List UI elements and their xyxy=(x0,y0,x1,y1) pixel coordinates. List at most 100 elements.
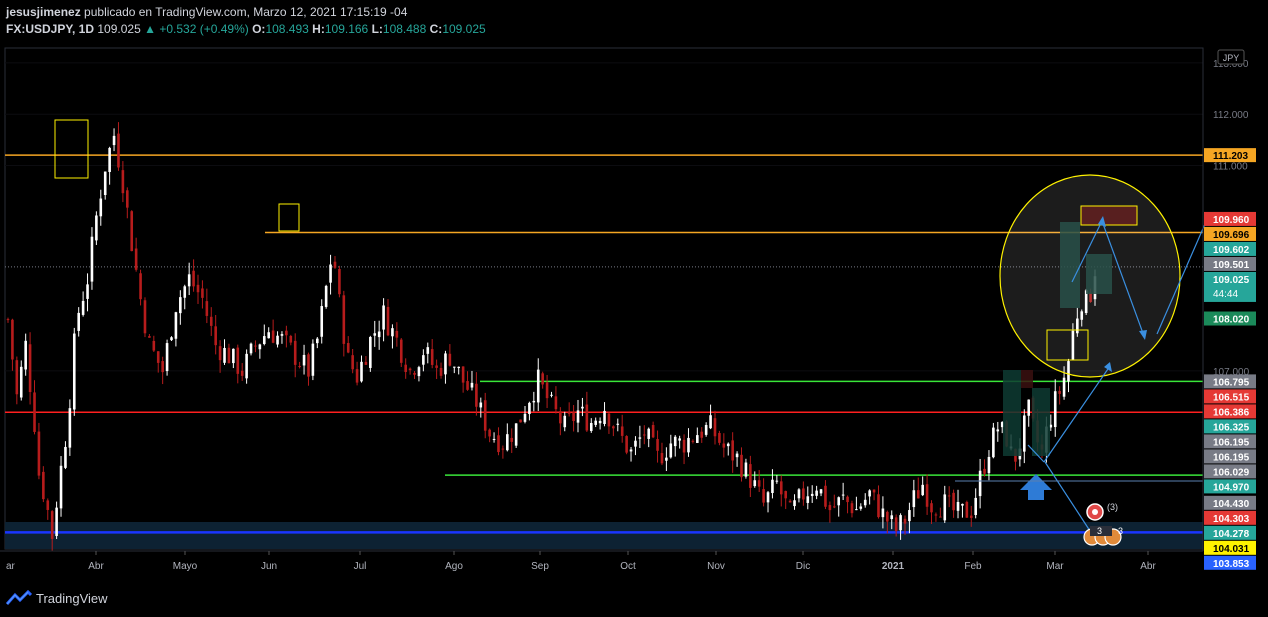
candle-body xyxy=(779,481,783,495)
candle-body xyxy=(223,347,226,363)
candle-body xyxy=(506,434,509,451)
time-tick-label: Jul xyxy=(354,561,367,572)
candle-body xyxy=(333,261,337,268)
open-label: O: xyxy=(252,22,266,36)
candle-body xyxy=(943,494,947,521)
time-tick-label: 2021 xyxy=(882,561,905,572)
price-tick-label: 111.000 xyxy=(1213,162,1248,173)
candle-body xyxy=(947,495,951,497)
price-label-tag xyxy=(1204,311,1256,326)
candle-body xyxy=(302,354,306,366)
top-marker-box-2 xyxy=(278,203,300,232)
candle-body xyxy=(682,439,686,453)
candle-body xyxy=(232,348,235,364)
candle-body xyxy=(519,419,522,423)
candle-body xyxy=(996,429,1000,432)
author-name: jesusjimenez xyxy=(6,5,81,19)
candle-body xyxy=(501,448,505,450)
candle-body xyxy=(161,361,164,373)
tradingview-logo[interactable]: TradingView xyxy=(6,590,108,606)
candle-body xyxy=(863,499,867,506)
candle-body xyxy=(466,381,469,390)
candle-body xyxy=(581,406,584,409)
grid xyxy=(5,62,1203,372)
candle-body xyxy=(227,347,231,364)
candle-body xyxy=(81,300,85,315)
breakout-marker-box xyxy=(1046,329,1089,361)
price-label-tag xyxy=(1204,211,1256,226)
candle-body xyxy=(1076,318,1079,334)
candle-body xyxy=(1089,292,1092,302)
candle-body xyxy=(201,288,204,298)
flag-badge-count-2: 3 xyxy=(1118,526,1123,536)
price-label-text: 106.515 xyxy=(1213,392,1250,403)
candle-body xyxy=(24,340,27,370)
candles xyxy=(6,122,1097,551)
price-label-text: 109.602 xyxy=(1213,245,1250,256)
candle-body xyxy=(523,413,527,422)
projection-arrow-6 xyxy=(1044,461,1093,535)
candle-body xyxy=(311,343,315,376)
price-label-tag xyxy=(1204,434,1256,449)
candle-body xyxy=(952,492,955,511)
symbol-label: FX:USDJPY, 1D xyxy=(6,22,95,36)
long-position-box-1 xyxy=(1003,370,1021,456)
candle-body xyxy=(536,369,540,403)
candle-body xyxy=(369,337,372,368)
candle-body xyxy=(828,505,832,511)
price-label-tag xyxy=(1204,510,1256,525)
price-chart[interactable]: (3) 3 3 ar Abr Mayo Jun Jul Ago Sep Oct Nov Dic 20… xyxy=(0,44,1268,584)
candle-body xyxy=(656,439,659,451)
price-tick-label: 107.000 xyxy=(1213,367,1250,378)
candle-body xyxy=(59,465,63,509)
candle-body xyxy=(673,436,677,447)
candle-body xyxy=(793,500,796,507)
price-label-text: 109.696 xyxy=(1213,230,1250,241)
candle-body xyxy=(784,491,787,499)
candle-body xyxy=(262,336,266,345)
candle-body xyxy=(687,437,690,453)
price-change: +0.532 (+0.49%) xyxy=(159,22,249,36)
candle-body xyxy=(209,316,213,326)
candle-body xyxy=(373,333,377,336)
open-value: 108.493 xyxy=(265,22,309,36)
candle-body xyxy=(638,437,642,439)
candle-body xyxy=(276,335,279,345)
candle-body xyxy=(492,438,496,440)
time-tick-label: Feb xyxy=(964,561,982,572)
time-tick-label: Mayo xyxy=(173,561,198,572)
candle-body xyxy=(589,423,593,431)
candle-body xyxy=(1071,330,1075,360)
price-label-tag xyxy=(1204,525,1256,540)
currency-badge-text: JPY xyxy=(1223,53,1240,63)
candle-body xyxy=(293,340,297,365)
target-marker-box xyxy=(1080,205,1138,226)
price-label-tag xyxy=(1204,271,1256,302)
candle-body xyxy=(899,515,902,531)
candle-body xyxy=(961,503,964,506)
candle-body xyxy=(395,330,399,338)
candle-body xyxy=(868,490,871,497)
candle-body xyxy=(696,435,699,443)
candle-body xyxy=(192,270,195,287)
projection-arrow-1 xyxy=(1027,444,1045,463)
candle-body xyxy=(700,431,704,438)
time-tick-label: ar xyxy=(6,561,16,572)
drawings: (3) 3 3 xyxy=(54,119,1206,546)
arrow-head-3 xyxy=(1139,330,1147,340)
candle-body xyxy=(841,494,845,496)
candle-body xyxy=(572,412,575,422)
currency-badge[interactable] xyxy=(1217,49,1245,65)
candle-body xyxy=(258,344,262,350)
candle-body xyxy=(726,443,730,447)
candle-body xyxy=(77,312,80,331)
close-label: C: xyxy=(429,22,443,36)
time-axis[interactable]: ar Abr Mayo Jun Jul Ago Sep Oct Nov Dic 2021 Feb Mar… xyxy=(6,551,1156,572)
price-label-tag xyxy=(1204,419,1256,434)
price-label-tag xyxy=(1204,540,1256,555)
price-label-tag xyxy=(1204,449,1256,464)
candle-body xyxy=(612,426,615,429)
candle-body xyxy=(360,361,363,382)
candle-body xyxy=(762,489,765,503)
candle-body xyxy=(740,454,743,478)
